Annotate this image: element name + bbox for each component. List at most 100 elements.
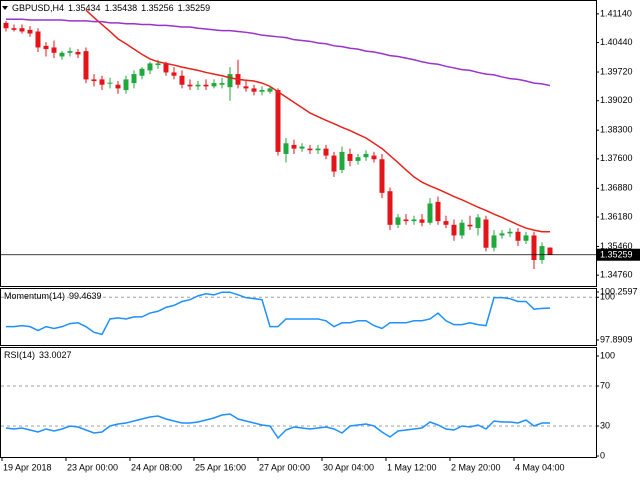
x-tick-label: 23 Apr 00:00 (67, 462, 118, 472)
candle-body (395, 217, 401, 225)
panel-title: RSI(14) 33.0027 (4, 350, 72, 360)
y-tick-label: 1.36880 (600, 183, 633, 193)
candle-body (155, 63, 161, 66)
candle-body (139, 68, 145, 76)
candle-body (523, 235, 529, 241)
y-tick-label: 30 (600, 420, 610, 430)
candle-body (355, 157, 361, 161)
candle-body (19, 28, 25, 32)
candle-body (51, 47, 57, 53)
current-price-label: 1.35259 (600, 250, 633, 260)
panel-frame (0, 288, 597, 346)
candle-body (171, 72, 177, 76)
title-value: 99.4639 (69, 291, 102, 301)
candle-body (251, 88, 257, 92)
candle-body (291, 144, 297, 149)
y-tick-label: 1.34760 (600, 270, 633, 280)
candle-body (507, 231, 513, 234)
candle-body (531, 235, 537, 261)
title-value: 1.35256 (141, 3, 174, 13)
candle-body (315, 148, 321, 151)
y-tick-label: 1.38300 (600, 125, 633, 135)
title-arrow (2, 6, 8, 10)
candle-body (203, 84, 209, 87)
candle-body (403, 219, 409, 222)
panel-frame (0, 347, 597, 458)
y-tick-label: 1.37600 (600, 153, 633, 163)
y-tick-label: 97.8909 (600, 334, 633, 344)
title-value: 33.0027 (39, 350, 72, 360)
candle-body (419, 219, 425, 223)
candle-body (331, 155, 337, 172)
title-value: 1.35259 (178, 3, 211, 13)
candle-body (43, 45, 49, 50)
candle-body (411, 219, 417, 222)
candle-body (427, 203, 433, 223)
candle-body (323, 148, 329, 156)
candle-body (467, 224, 473, 227)
title-value: 1.35438 (105, 3, 138, 13)
x-tick-label: 25 Apr 16:00 (195, 462, 246, 472)
y-tick-label: 1.41140 (600, 8, 632, 18)
title-text: RSI(14) (4, 350, 35, 360)
y-tick-label: 1.35460 (600, 241, 633, 251)
candle-body (179, 75, 185, 85)
candle-body (443, 221, 449, 225)
y-tick-label: 100 (600, 292, 615, 302)
candle-body (163, 63, 169, 73)
candle-body (259, 90, 265, 92)
candle-body (3, 22, 9, 29)
candle-body (131, 74, 137, 84)
candle-body (11, 28, 17, 30)
candle-body (115, 84, 121, 89)
x-tick-label: 2 May 20:00 (451, 462, 501, 472)
y-tick-label: 1.36180 (600, 211, 633, 221)
y-tick-label: 100 (600, 350, 615, 360)
candle-body (195, 84, 201, 87)
title-value: 1.35434 (68, 3, 101, 13)
candle-body (491, 235, 497, 248)
candle-body (107, 82, 113, 84)
candle-body (339, 151, 345, 170)
candle-body (307, 148, 313, 151)
candle-body (347, 153, 353, 161)
y-tick-label: 1.40440 (600, 37, 633, 47)
candle-body (275, 90, 281, 152)
candle-body (219, 83, 225, 85)
y-tick-label: 1.39720 (600, 66, 633, 76)
candle-body (59, 52, 65, 57)
candle-body (475, 217, 481, 229)
candle-body (459, 222, 465, 236)
candle-body (283, 143, 289, 154)
candle-body (99, 79, 105, 85)
candle-body (75, 51, 81, 55)
panel-title: Momentum(14) 99.4639 (4, 291, 102, 301)
candle-body (211, 83, 217, 87)
candle-body (91, 79, 97, 82)
title-text: GBPUSD,H4 (12, 3, 64, 13)
candle-body (243, 86, 249, 89)
candle-body (83, 51, 89, 80)
candle-body (483, 219, 489, 248)
candle-body (387, 191, 393, 225)
line-series (85, 9, 550, 233)
x-tick-label: 24 Apr 08:00 (131, 462, 182, 472)
y-tick-label: 70 (600, 380, 610, 390)
candle-body (227, 74, 233, 88)
line-series (5, 413, 551, 440)
candle-body (35, 31, 41, 48)
candle-body (451, 224, 457, 236)
candle-body (187, 84, 193, 87)
candle-body (363, 153, 369, 158)
y-tick-label: 100.2597 (600, 286, 638, 296)
y-tick-label: 0 (600, 450, 605, 460)
candle-body (499, 233, 505, 236)
panel-title: GBPUSD,H4 1.35434 1.35438 1.35256 1.35259 (12, 3, 210, 13)
line-series (6, 291, 551, 336)
candle-body (371, 155, 377, 160)
line-series (6, 18, 551, 87)
panel-frame (0, 0, 597, 287)
